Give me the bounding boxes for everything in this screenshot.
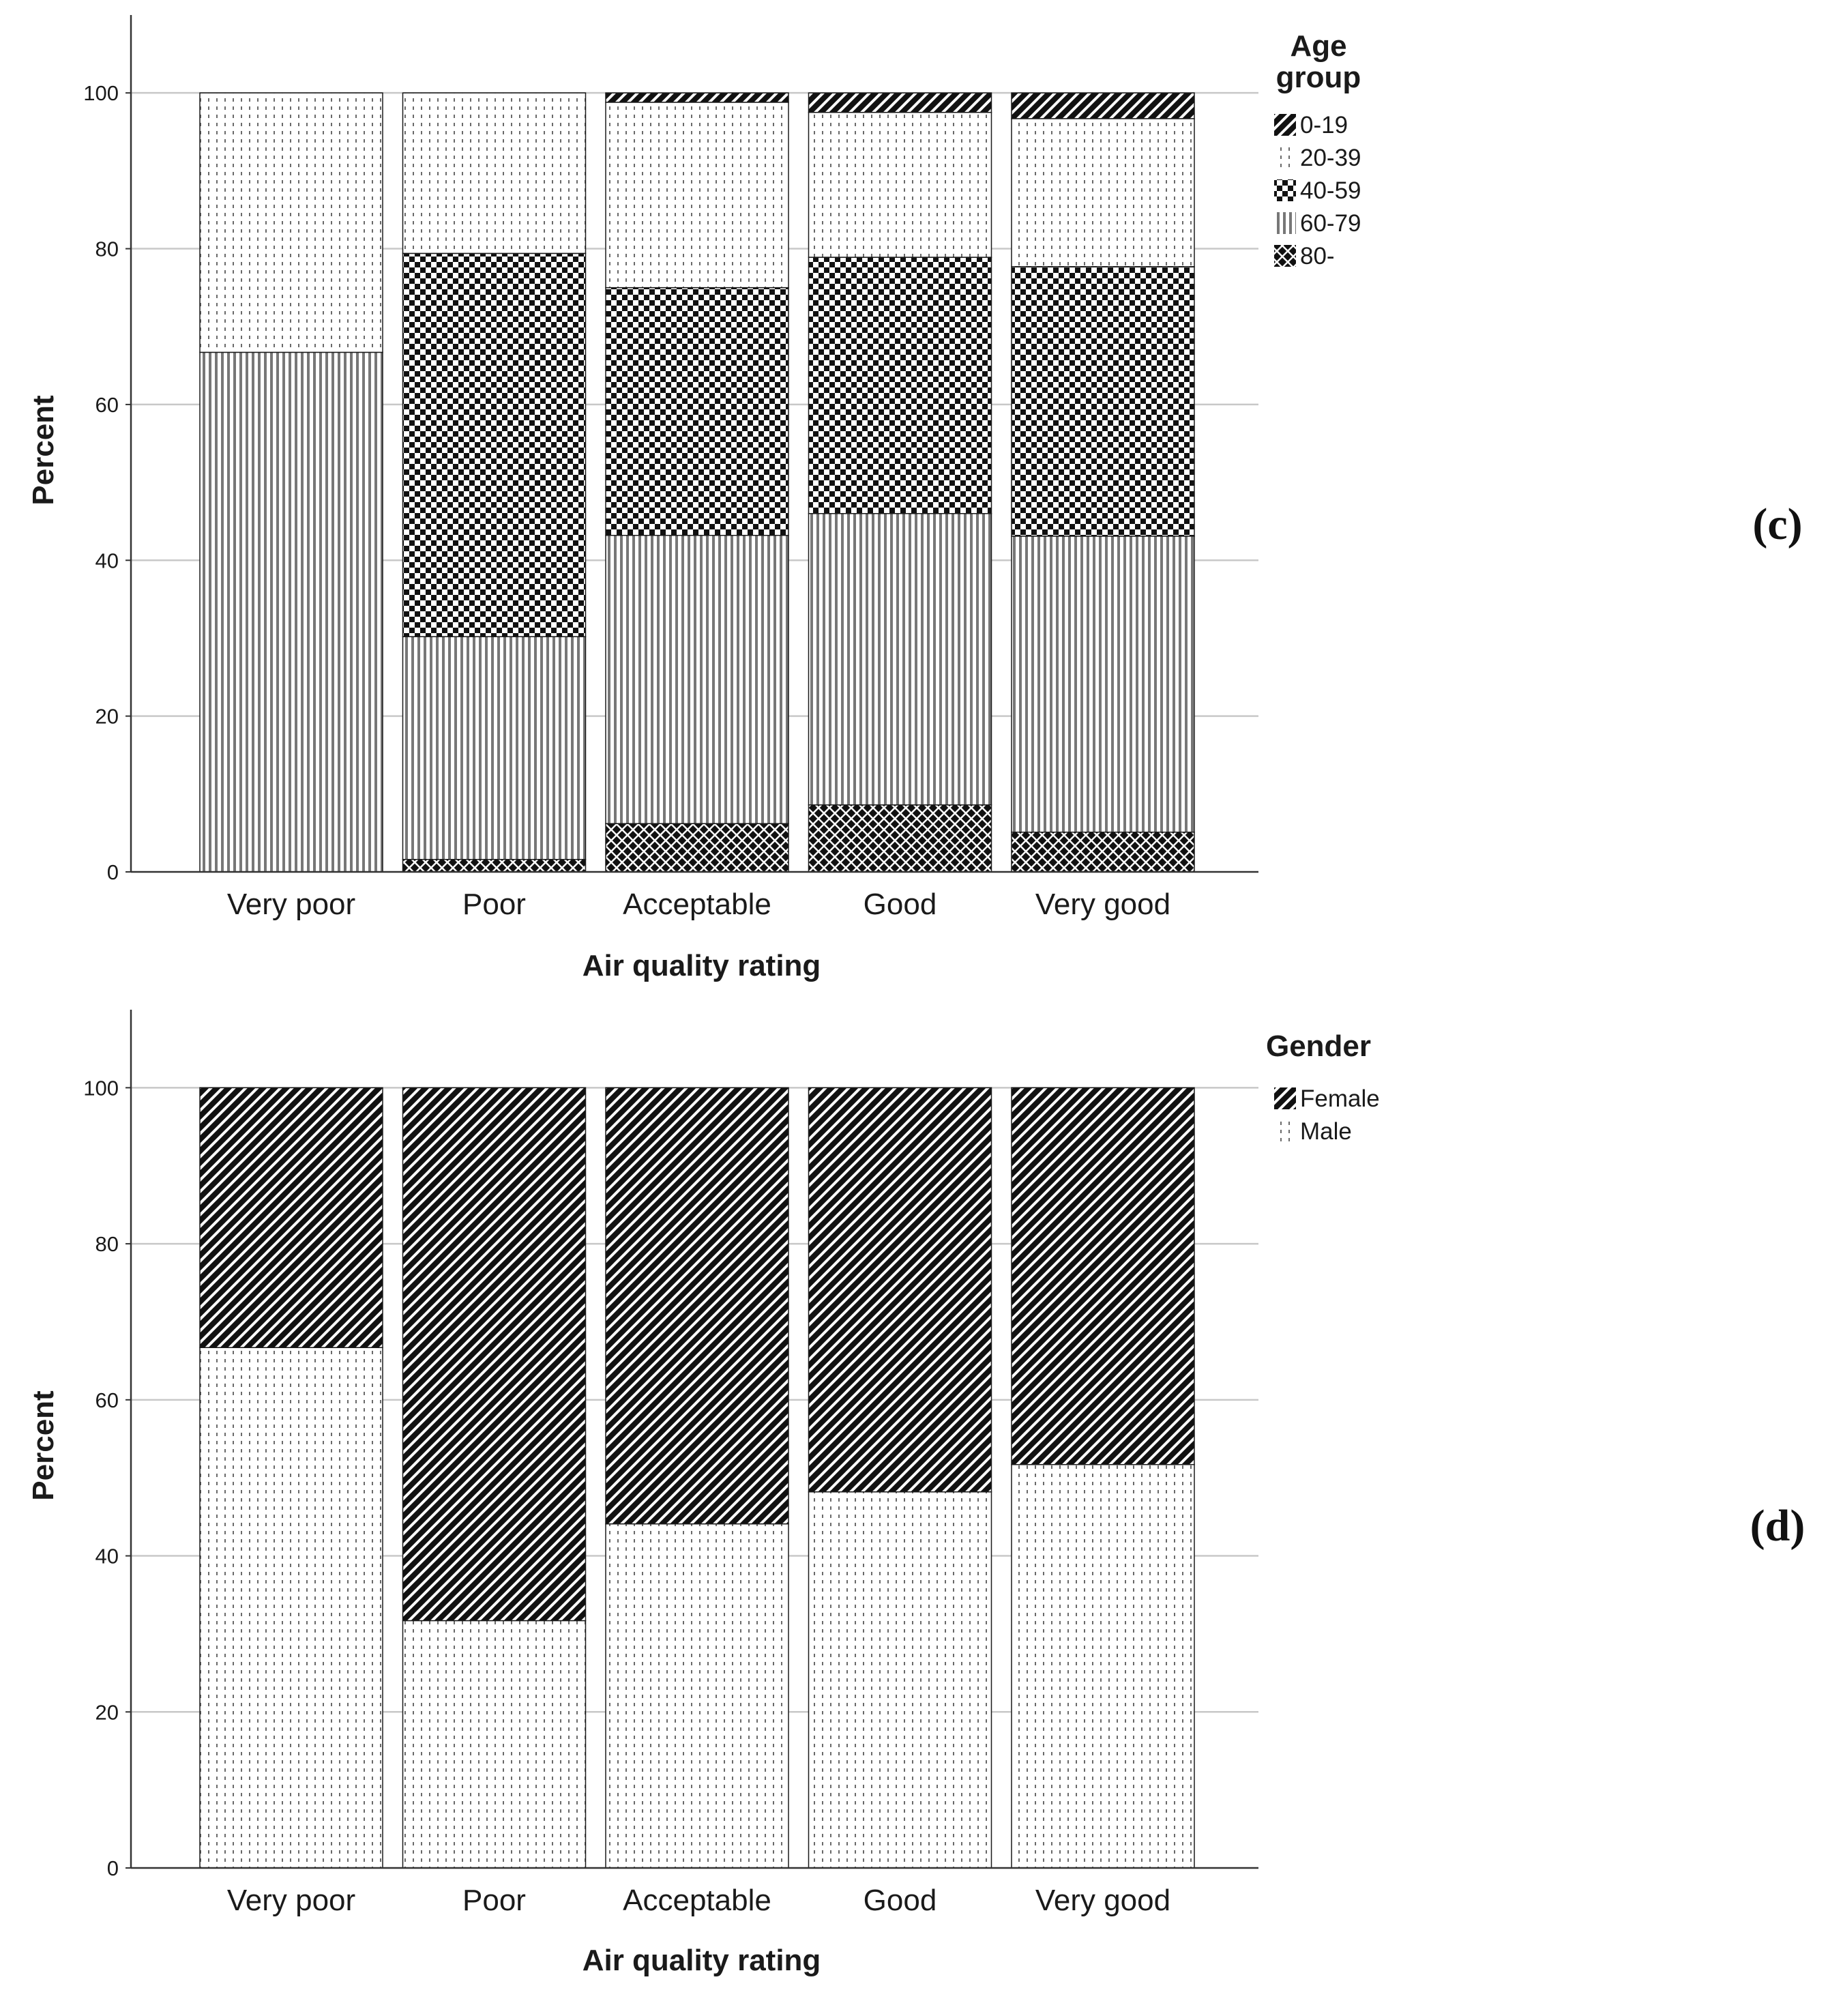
y-tick-label: 40 (95, 1545, 119, 1568)
bar-segment-acceptable-80 (605, 823, 789, 873)
bar-segment-very-good-80 (1011, 832, 1195, 873)
legend-swatch-20-39 (1274, 147, 1296, 169)
panel-label: (c) (1752, 499, 1802, 549)
x-tick-label: Acceptable (623, 1884, 771, 1917)
y-tick-label: 60 (95, 1388, 119, 1412)
bar-segment-good-40-59 (808, 257, 992, 514)
bar-segment-acceptable-female (605, 1087, 789, 1525)
x-tick-label: Acceptable (623, 888, 771, 921)
bar-segment-very-good-0-19 (1011, 92, 1195, 119)
y-tick-label: 0 (107, 860, 119, 884)
legend-label-male: Male (1300, 1118, 1352, 1145)
legend-label-20-39: 20-39 (1300, 145, 1361, 171)
chart-panel-d: 0 20 40 60 80 100 Very poor Poor Acceptable Good… (27, 1010, 1805, 1977)
bar-segment-poor-40-59 (402, 252, 587, 637)
bar-segment-poor-20-39 (402, 92, 587, 254)
bar-segment-very-poor-male (199, 1347, 383, 1869)
legend-label-0-19: 0-19 (1300, 112, 1348, 138)
legend-title-line-2: group (1276, 61, 1361, 94)
chart-panel-c: 0 20 40 60 80 100 Very poor Poor Acceptable Good… (27, 15, 1803, 982)
y-tick-label: 60 (95, 393, 119, 417)
bar-segment-good-60-79 (808, 513, 992, 806)
bar-segment-acceptable-20-39 (605, 102, 789, 289)
legend-swatch-0-19 (1274, 114, 1296, 136)
x-tick-label: Very poor (227, 1884, 355, 1917)
y-tick-label: 0 (107, 1856, 119, 1880)
x-tick-label: Very poor (227, 888, 355, 921)
bar-segment-poor-female (402, 1087, 587, 1622)
legend-label-40-59: 40-59 (1300, 177, 1361, 204)
y-tick-label: 20 (95, 705, 119, 729)
bar-segment-good-male (808, 1491, 992, 1869)
legend-swatch-80 (1274, 245, 1296, 267)
y-axis-title: Percent (27, 395, 60, 506)
bar-segment-acceptable-male (605, 1523, 789, 1869)
x-tick-label: Poor (462, 888, 526, 921)
legend-label-80: 80- (1300, 243, 1335, 269)
y-axis-title: Percent (27, 1390, 60, 1501)
bar-segment-poor-male (402, 1620, 587, 1869)
y-tick-label: 100 (83, 1076, 119, 1100)
x-tick-label: Good (864, 1884, 937, 1917)
legend-title-line-1: Gender (1266, 1029, 1371, 1063)
bar-segment-acceptable-60-79 (605, 534, 789, 824)
bar-segment-very-good-40-59 (1011, 266, 1195, 537)
y-tick-label: 80 (95, 1232, 119, 1256)
x-tick-label: Good (864, 888, 937, 921)
panel-label: (d) (1750, 1501, 1805, 1551)
bar-segment-very-good-female (1011, 1087, 1195, 1465)
legend-swatch-40-59 (1274, 179, 1296, 201)
y-tick-label: 80 (95, 237, 119, 261)
legend-title-line-1: Age (1290, 29, 1346, 63)
bar-segment-very-poor-60-79 (199, 351, 383, 873)
bar-segment-very-poor-female (199, 1087, 383, 1348)
x-tick-label: Poor (462, 1884, 526, 1917)
x-tick-label: Very good (1035, 888, 1170, 921)
x-tick-label: Very good (1035, 1884, 1170, 1917)
bar-segment-good-80 (808, 804, 992, 873)
y-tick-label: 40 (95, 549, 119, 572)
legend-swatch-female (1274, 1087, 1296, 1109)
bar-segment-good-female (808, 1087, 992, 1493)
bar-segment-very-poor-20-39 (199, 92, 383, 353)
bar-segment-very-good-male (1011, 1463, 1195, 1869)
bar-segment-acceptable-40-59 (605, 287, 789, 536)
legend-swatch-male (1274, 1120, 1296, 1142)
y-tick-label: 20 (95, 1700, 119, 1724)
bar-segment-acceptable-0-19 (605, 92, 789, 103)
legend: Gender Female Male (1266, 1029, 1380, 1145)
bar-segment-good-20-39 (808, 111, 992, 258)
legend: Age group 0-19 20-39 40-59 60-79 80- (1274, 29, 1361, 269)
legend-swatch-60-79 (1274, 212, 1296, 234)
bar-segment-good-0-19 (808, 92, 992, 113)
bar-segment-poor-60-79 (402, 636, 587, 860)
bar-segment-very-good-60-79 (1011, 536, 1195, 833)
y-tick-label: 100 (83, 81, 119, 105)
bar-segment-very-good-20-39 (1011, 118, 1195, 267)
x-axis-title: Air quality rating (583, 1944, 821, 1977)
legend-label-60-79: 60-79 (1300, 210, 1361, 237)
x-axis-title: Air quality rating (583, 949, 821, 982)
bar-segment-poor-80 (402, 858, 587, 873)
legend-label-female: Female (1300, 1085, 1380, 1112)
